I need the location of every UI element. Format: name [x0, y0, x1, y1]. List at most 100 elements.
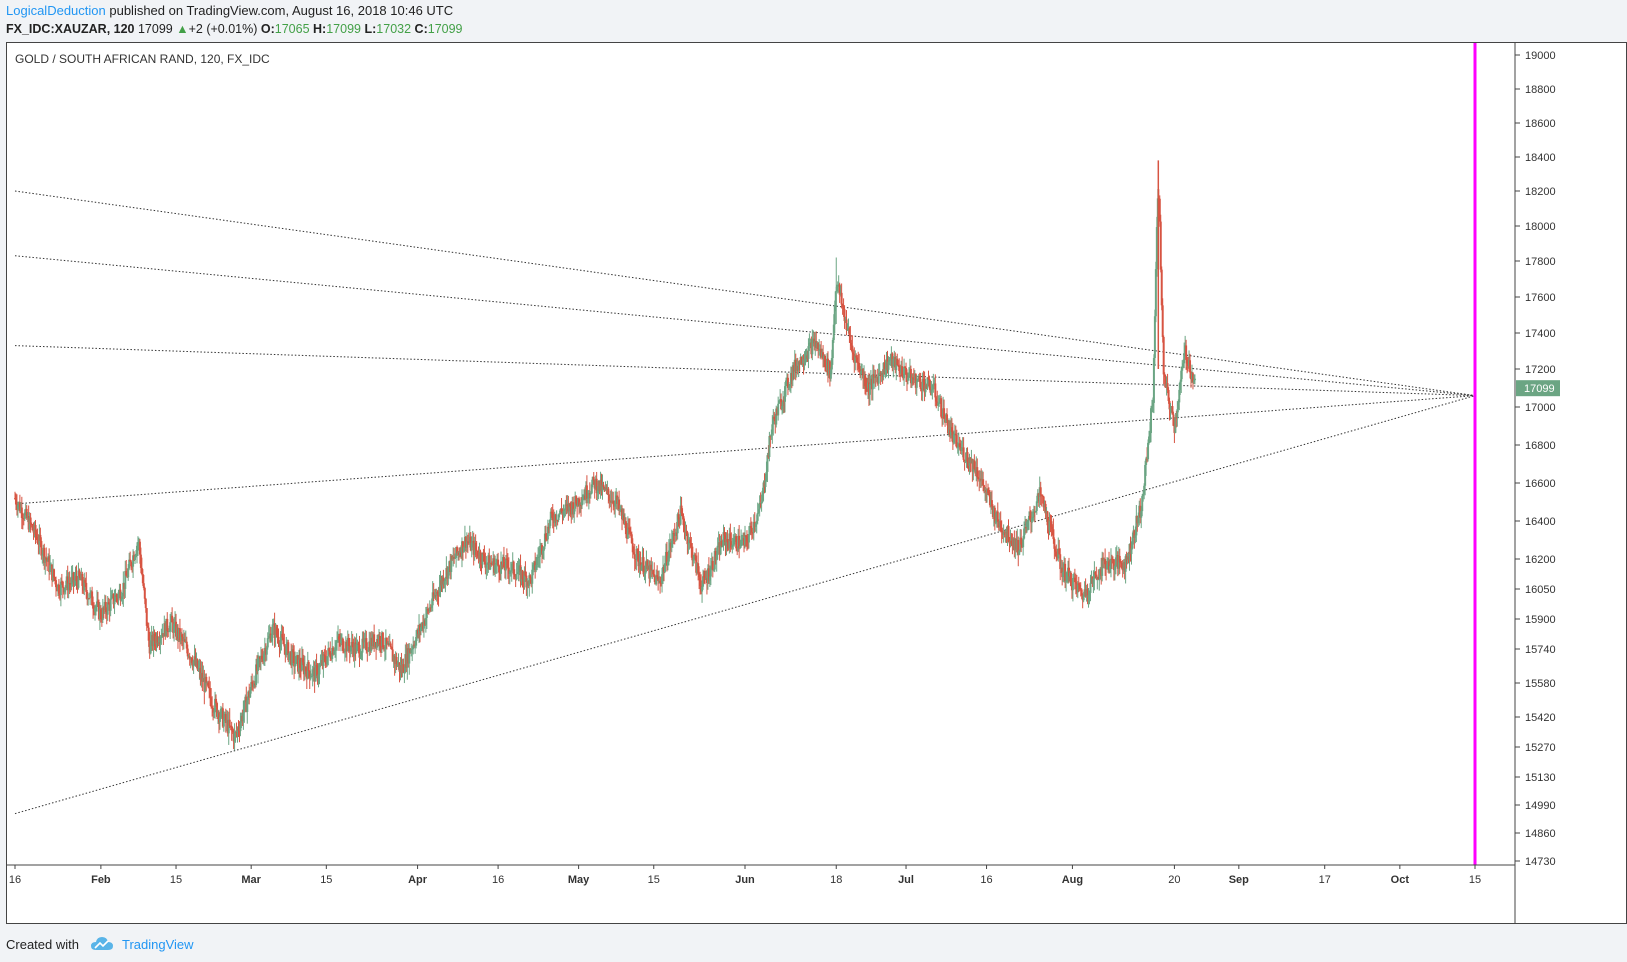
- candle-body: [733, 538, 736, 545]
- candle-body: [857, 362, 860, 364]
- candle-body: [482, 552, 485, 555]
- trendline-1[interactable]: [14, 190, 1476, 397]
- candle-body: [277, 636, 280, 644]
- candle-body: [117, 592, 120, 599]
- candle-body: [1171, 406, 1174, 415]
- candle-body: [1030, 518, 1033, 523]
- candle-body: [41, 554, 44, 556]
- candle-body: [800, 356, 803, 365]
- candle-body: [425, 609, 428, 618]
- candle-body: [308, 671, 311, 679]
- candle-body: [1109, 558, 1112, 567]
- candle-body: [934, 383, 937, 398]
- candle-body: [257, 658, 260, 671]
- y-tick-label: 16600: [1525, 478, 1556, 490]
- candle-body: [591, 476, 594, 485]
- y-tick-label: 17400: [1525, 328, 1556, 340]
- chart-svg[interactable]: GOLD / SOUTH AFRICAN RAND, 120, FX_IDC 1…: [7, 43, 1626, 923]
- candle-body: [334, 649, 337, 652]
- candle-body: [642, 557, 645, 575]
- trendline-5[interactable]: [14, 395, 1476, 815]
- candle-body: [498, 565, 501, 573]
- candle-body: [507, 567, 510, 574]
- candle-body: [190, 657, 193, 663]
- candle-body: [747, 534, 750, 543]
- author-link[interactable]: LogicalDeduction: [6, 3, 106, 18]
- candle-body: [212, 708, 215, 713]
- x-tick-label: 15: [1469, 874, 1481, 886]
- chart-title: GOLD / SOUTH AFRICAN RAND, 120, FX_IDC: [15, 52, 270, 66]
- candle-body: [59, 581, 62, 596]
- candle-body: [1032, 511, 1035, 517]
- candle-body: [109, 598, 112, 611]
- candle-body: [556, 520, 559, 522]
- candle-body: [655, 575, 658, 585]
- candle-body: [347, 637, 350, 646]
- candle-body: [722, 532, 725, 546]
- candle-body: [389, 643, 392, 648]
- candle-body: [424, 617, 427, 625]
- candle-body: [379, 635, 381, 645]
- candle-body: [994, 520, 997, 523]
- candle-body: [1064, 563, 1067, 582]
- candle-body: [1182, 363, 1185, 367]
- candle-body: [1130, 548, 1133, 555]
- candle-body: [569, 503, 572, 507]
- candle-body: [987, 489, 990, 493]
- candle-body: [841, 304, 844, 307]
- candle-body: [865, 386, 868, 388]
- y-axis: 19000 18800 18600 18400 18200 18000 17800 17600…: [1514, 43, 1560, 923]
- candle-body: [898, 365, 901, 371]
- candle-body: [210, 697, 213, 707]
- symbol-label: FX_IDC:XAUZAR, 120: [6, 22, 135, 36]
- y-tick-label: 17600: [1525, 292, 1556, 304]
- candle-body: [142, 583, 145, 588]
- candle-body: [657, 576, 660, 582]
- trendline-3[interactable]: [14, 345, 1476, 397]
- candle-body: [419, 626, 422, 632]
- candle-body: [988, 494, 991, 506]
- candle-body: [852, 352, 855, 355]
- trendline-2[interactable]: [14, 255, 1476, 397]
- candle-body: [271, 624, 274, 635]
- candle-body: [339, 639, 342, 644]
- candle-body: [196, 659, 199, 670]
- candle-body: [91, 591, 94, 606]
- candle-body: [139, 554, 142, 568]
- trendline-4[interactable]: [14, 395, 1476, 505]
- candle-body: [171, 615, 174, 623]
- candle-body: [99, 609, 102, 620]
- y-tick-label: 15900: [1525, 614, 1556, 626]
- candle-body: [921, 379, 924, 391]
- candle-body: [1140, 511, 1143, 518]
- candle-body: [153, 633, 156, 642]
- candle-body: [1176, 409, 1179, 418]
- candle-body: [1046, 511, 1049, 526]
- candle-body: [1069, 572, 1072, 587]
- x-tick-label: 16: [980, 874, 992, 886]
- candle-body: [315, 665, 318, 667]
- tradingview-link[interactable]: TradingView: [122, 937, 194, 952]
- candle-body: [432, 592, 435, 598]
- candle-body: [512, 561, 515, 575]
- candle-body: [541, 545, 544, 554]
- candle-body: [484, 561, 487, 568]
- candle-body: [444, 578, 447, 582]
- candle-body: [855, 355, 858, 358]
- candle-body: [35, 534, 38, 538]
- candle-body: [357, 643, 360, 645]
- y-tick-label: 17000: [1525, 402, 1556, 414]
- candle-body: [663, 563, 666, 572]
- candle-body: [630, 534, 633, 544]
- candle-body: [275, 627, 278, 635]
- candle-body: [586, 498, 589, 500]
- chart-panel[interactable]: GOLD / SOUTH AFRICAN RAND, 120, FX_IDC 1…: [6, 42, 1627, 924]
- candle-body: [659, 581, 662, 583]
- candle-body: [661, 574, 664, 583]
- candle-body: [488, 555, 491, 570]
- candle-body: [1054, 548, 1057, 552]
- candle-body: [1148, 436, 1151, 443]
- candle-body: [1161, 305, 1164, 338]
- candle-body: [253, 683, 256, 687]
- candle-body: [624, 521, 627, 535]
